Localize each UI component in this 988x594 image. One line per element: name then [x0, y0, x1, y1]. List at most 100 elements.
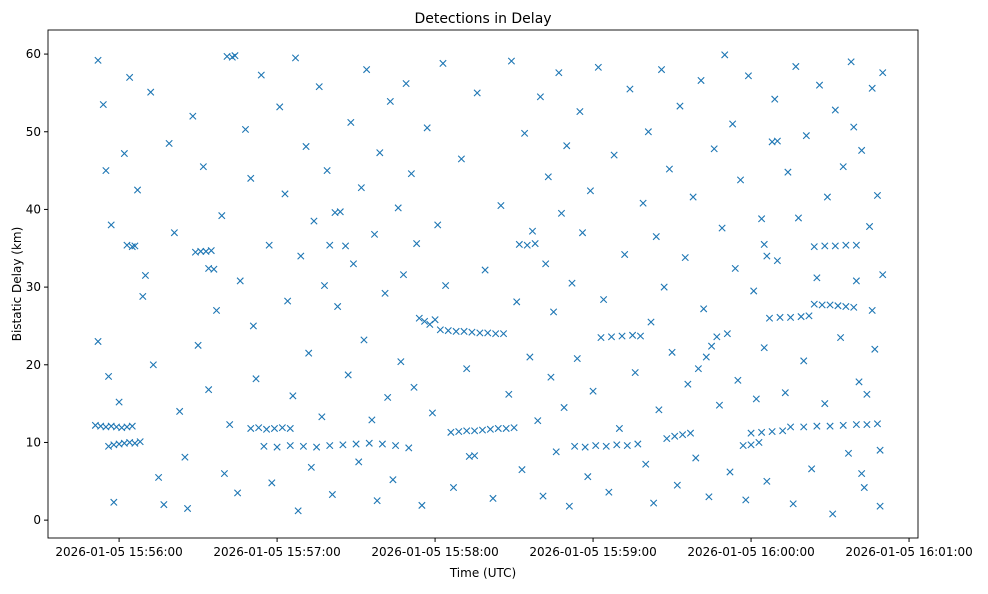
y-tick-label: 50 [26, 125, 41, 139]
data-point [876, 502, 884, 510]
data-point [199, 163, 207, 171]
data-point [102, 167, 110, 175]
data-point [779, 427, 787, 435]
plot-frame [47, 29, 919, 539]
x-tick-label: 2026-01-05 15:57:00 [213, 545, 340, 559]
data-point [231, 52, 239, 60]
data-point [742, 496, 750, 504]
data-point [507, 57, 516, 65]
data-point [470, 452, 479, 460]
data-point [760, 344, 768, 352]
data-point [141, 271, 150, 280]
data-point [276, 103, 284, 111]
data-point [94, 337, 102, 346]
data-point [420, 317, 429, 325]
y-axis-label: Bistatic Delay (km) [10, 227, 24, 342]
y-tick-label: 20 [26, 358, 41, 372]
data-point [702, 353, 710, 361]
data-point [218, 212, 226, 220]
data-point [355, 458, 363, 466]
data-point [442, 281, 450, 290]
data-point [286, 424, 294, 433]
data-point [663, 434, 671, 443]
data-point [539, 492, 547, 500]
data-point [428, 409, 437, 417]
data-point [334, 302, 342, 311]
y-tick-label: 30 [26, 280, 41, 294]
data-point [220, 469, 229, 478]
data-point [447, 428, 455, 436]
data-point [463, 427, 471, 435]
data-point [534, 417, 542, 425]
data-point [210, 265, 218, 273]
data-point [660, 283, 668, 291]
data-point [631, 368, 639, 377]
data-point [286, 441, 294, 450]
data-point [578, 229, 587, 237]
data-point [821, 242, 829, 250]
data-point [518, 466, 526, 474]
data-point [505, 390, 513, 398]
data-point [394, 204, 402, 212]
data-point [452, 327, 460, 335]
data-point [473, 89, 481, 97]
data-point [470, 427, 479, 435]
data-point [233, 489, 242, 497]
data-point [815, 81, 824, 89]
data-point [368, 416, 376, 424]
data-point [449, 483, 458, 492]
x-tick-label: 2026-01-05 16:01:00 [845, 545, 972, 559]
data-point [786, 313, 795, 321]
data-point [328, 490, 336, 499]
data-point [110, 498, 118, 506]
data-point [773, 257, 781, 265]
x-axis-label: Time (UTC) [449, 566, 516, 580]
data-point [610, 151, 618, 159]
data-point [549, 308, 558, 316]
data-point [384, 393, 392, 401]
data-point [397, 358, 405, 366]
data-point [865, 222, 874, 231]
data-point [600, 295, 608, 304]
data-point [839, 163, 847, 171]
data-point [594, 63, 602, 71]
data-point [739, 441, 747, 450]
data-point [855, 378, 863, 386]
data-point [104, 372, 113, 381]
data-point [707, 342, 716, 350]
data-point [347, 118, 355, 127]
data-point [705, 493, 713, 501]
data-point [623, 441, 631, 450]
data-point [278, 424, 286, 432]
data-point [147, 88, 155, 96]
data-point [668, 348, 676, 356]
data-point [463, 365, 471, 373]
data-point [628, 331, 637, 339]
data-points [91, 51, 887, 518]
data-point [476, 329, 484, 337]
data-point [852, 421, 860, 429]
data-point [270, 424, 279, 433]
data-point [689, 193, 697, 201]
data-point [786, 423, 795, 431]
data-point [842, 241, 850, 249]
data-point [650, 499, 658, 507]
data-point [639, 199, 647, 207]
data-point [876, 446, 884, 454]
data-point [281, 190, 289, 198]
data-point [289, 392, 297, 400]
data-point [765, 314, 774, 322]
data-point [734, 376, 742, 384]
data-point [499, 330, 508, 338]
data-point [120, 149, 128, 158]
data-point [370, 230, 379, 238]
data-point [349, 260, 358, 268]
data-point [850, 303, 858, 311]
data-point [607, 333, 616, 341]
data-point [721, 51, 729, 59]
data-point [542, 260, 550, 268]
data-point [568, 279, 576, 287]
data-point [484, 329, 492, 337]
data-point [160, 501, 168, 509]
data-point [521, 129, 529, 137]
